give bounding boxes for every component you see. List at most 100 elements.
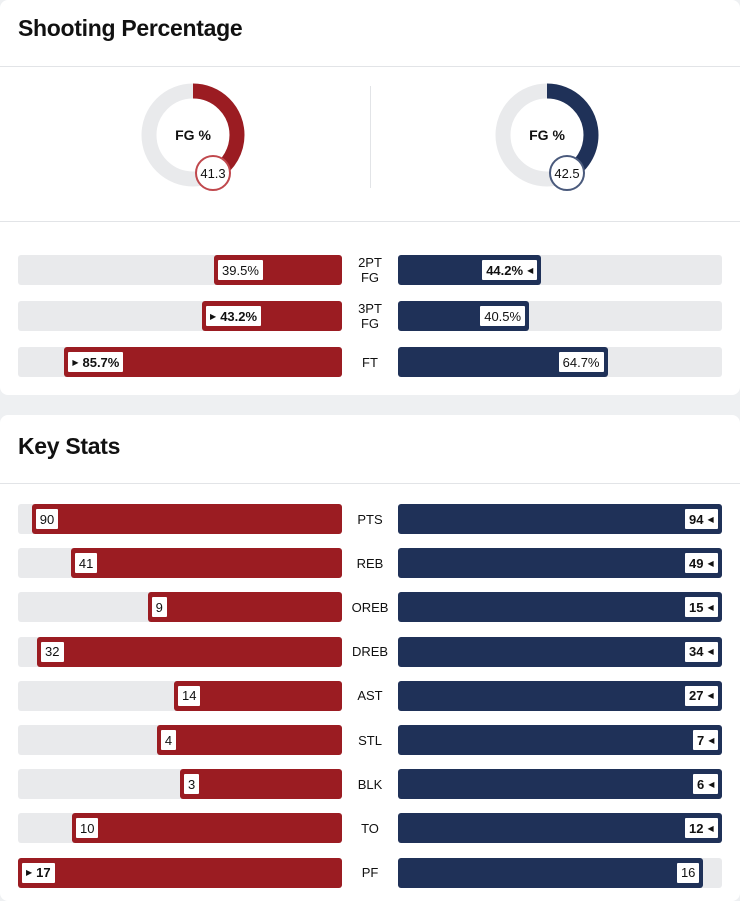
pf-value-text-team-b: 16 bbox=[680, 865, 696, 881]
dreb-bar-team-b bbox=[398, 636, 722, 667]
donut-divider bbox=[0, 221, 740, 222]
pts-bar-team-b bbox=[398, 504, 722, 534]
leader-triangle-icon: ◀ bbox=[707, 558, 714, 568]
ft-value-team-a: ▶ 85.7% bbox=[66, 350, 126, 374]
to-track-team-a: 10 bbox=[18, 813, 342, 844]
stat-row-oreb: 9 15 ◀ OREB bbox=[0, 592, 740, 623]
oreb-bar-team-a bbox=[147, 592, 342, 623]
reb-value-text-team-a: 41 bbox=[78, 555, 94, 571]
2pt-fg-track-team-a: 39.5% bbox=[18, 255, 342, 285]
blk-track-team-a: 3 bbox=[18, 769, 342, 800]
stl-track-team-a: 4 bbox=[18, 725, 342, 755]
donut-separator bbox=[370, 86, 371, 188]
leader-triangle-icon: ◀ bbox=[707, 602, 714, 612]
fg-donut-team-b-ring bbox=[495, 83, 599, 187]
blk-value-team-a: 3 bbox=[182, 772, 202, 797]
pf-value-team-b: 16 bbox=[674, 860, 702, 885]
ast-track-team-b: 27 ◀ bbox=[398, 680, 722, 711]
3pt-fg-track-team-a: ▶ 43.2% bbox=[18, 301, 342, 331]
2pt-fg-value-text-team-b: 44.2% bbox=[486, 262, 524, 278]
leader-triangle-icon: ◀ bbox=[707, 647, 714, 657]
key-stats-divider bbox=[0, 483, 740, 484]
pf-bar-team-a bbox=[18, 857, 342, 888]
pts-track-team-b: 94 ◀ bbox=[398, 504, 722, 534]
fg-donut-team-a-value: 41.3 bbox=[195, 155, 231, 191]
pf-track-team-b: 16 bbox=[398, 857, 722, 888]
blk-value-text-team-b: 6 bbox=[697, 776, 705, 792]
pts-value-text-team-b: 94 bbox=[689, 511, 704, 527]
to-value-text-team-b: 12 bbox=[689, 820, 704, 836]
oreb-track-team-a: 9 bbox=[18, 592, 342, 623]
stl-bar-team-a bbox=[156, 725, 342, 755]
stat-row-blk: 3 6 ◀ BLK bbox=[0, 769, 740, 800]
leader-triangle-icon: ◀ bbox=[527, 265, 534, 275]
3pt-fg-value-text-team-b: 40.5% bbox=[484, 308, 522, 324]
to-track-team-b: 12 ◀ bbox=[398, 813, 722, 844]
ast-value-text-team-a: 14 bbox=[182, 688, 197, 704]
oreb-value-text-team-a: 9 bbox=[155, 599, 163, 615]
stat-row-2pt-fg: 39.5% 44.2% ◀ 2PT FG bbox=[0, 255, 740, 285]
oreb-bar-team-b bbox=[398, 592, 722, 623]
leader-triangle-icon: ◀ bbox=[707, 691, 714, 701]
to-bar-team-a bbox=[72, 813, 342, 844]
ft-value-text-team-b: 64.7% bbox=[562, 354, 600, 370]
oreb-value-team-b: 15 ◀ bbox=[683, 595, 720, 620]
pf-label: PF bbox=[361, 865, 379, 881]
to-value-team-b: 12 ◀ bbox=[683, 816, 720, 841]
leader-triangle-icon: ◀ bbox=[708, 779, 715, 789]
stat-row-reb: 41 49 ◀ REB bbox=[0, 548, 740, 579]
donut-arc-team-b bbox=[495, 83, 599, 187]
stl-label: STL bbox=[358, 732, 382, 748]
blk-bar-team-b bbox=[398, 769, 722, 800]
fg-donut-team-b: FG % 42.5 bbox=[495, 83, 601, 191]
stat-row-stl: 4 7 ◀ STL bbox=[0, 725, 740, 755]
pf-bar-team-b bbox=[398, 857, 703, 888]
shooting-percentage-card: Shooting Percentage FG % 41.3 FG % 42.5 … bbox=[0, 0, 740, 395]
2pt-fg-label: 2PT FG bbox=[358, 255, 382, 285]
reb-bar-team-b bbox=[398, 548, 722, 579]
key-stats-card: Key Stats 90 94 ◀ PTS 41 49 ◀ REB 9 15 ◀ OREB 32 34 ◀ D… bbox=[0, 415, 740, 901]
3pt-fg-value-text-team-a: 43.2% bbox=[220, 308, 258, 324]
2pt-fg-value-text-team-a: 39.5% bbox=[222, 262, 259, 278]
ast-value-team-b: 27 ◀ bbox=[683, 683, 720, 708]
3pt-fg-track-team-b: 40.5% bbox=[398, 301, 722, 331]
2pt-fg-track-team-b: 44.2% ◀ bbox=[398, 255, 722, 285]
to-value-text-team-a: 10 bbox=[80, 820, 95, 836]
leader-triangle-icon: ▶ bbox=[72, 357, 79, 367]
reb-bar-team-a bbox=[70, 548, 342, 579]
leader-triangle-icon: ◀ bbox=[708, 735, 715, 745]
pf-value-text-team-a: 17 bbox=[36, 865, 51, 881]
dreb-bar-team-a bbox=[37, 636, 342, 667]
stat-row-pts: 90 94 ◀ PTS bbox=[0, 504, 740, 534]
dreb-value-text-team-b: 34 bbox=[689, 644, 704, 660]
stl-bar-team-b bbox=[398, 725, 722, 755]
blk-bar-team-a bbox=[180, 769, 342, 800]
dreb-track-team-b: 34 ◀ bbox=[398, 636, 722, 667]
stat-row-3pt-fg: ▶ 43.2% 40.5% 3PT FG bbox=[0, 301, 740, 331]
stat-row-to: 10 12 ◀ TO bbox=[0, 813, 740, 844]
ast-value-text-team-b: 27 bbox=[689, 688, 704, 704]
pts-value-team-b: 94 ◀ bbox=[683, 507, 720, 531]
leader-triangle-icon: ▶ bbox=[210, 311, 217, 321]
to-label: TO bbox=[361, 820, 379, 836]
stl-value-team-a: 4 bbox=[158, 728, 179, 752]
stl-value-text-team-b: 7 bbox=[697, 732, 705, 748]
dreb-track-team-a: 32 bbox=[18, 636, 342, 667]
3pt-fg-value-team-a: ▶ 43.2% bbox=[204, 304, 264, 328]
to-bar-team-b bbox=[398, 813, 722, 844]
stl-value-text-team-a: 4 bbox=[164, 732, 173, 748]
stat-row-ast: 14 27 ◀ AST bbox=[0, 680, 740, 711]
ft-track-team-a: ▶ 85.7% bbox=[18, 347, 342, 377]
reb-label: REB bbox=[356, 555, 384, 571]
pf-track-team-a: ▶ 17 bbox=[18, 857, 342, 888]
blk-value-text-team-a: 3 bbox=[188, 776, 196, 792]
shooting-percentage-title: Shooting Percentage bbox=[18, 15, 243, 41]
pts-value-text-team-a: 90 bbox=[39, 511, 55, 527]
ast-track-team-a: 14 bbox=[18, 680, 342, 711]
reb-value-text-team-b: 49 bbox=[689, 555, 704, 571]
stat-row-dreb: 32 34 ◀ DREB bbox=[0, 636, 740, 667]
fg-donut-team-a: FG % 41.3 bbox=[141, 83, 247, 191]
fg-donut-team-b-label: FG % bbox=[529, 127, 565, 143]
leader-triangle-icon: ▶ bbox=[26, 868, 33, 878]
dreb-value-team-b: 34 ◀ bbox=[683, 639, 720, 664]
